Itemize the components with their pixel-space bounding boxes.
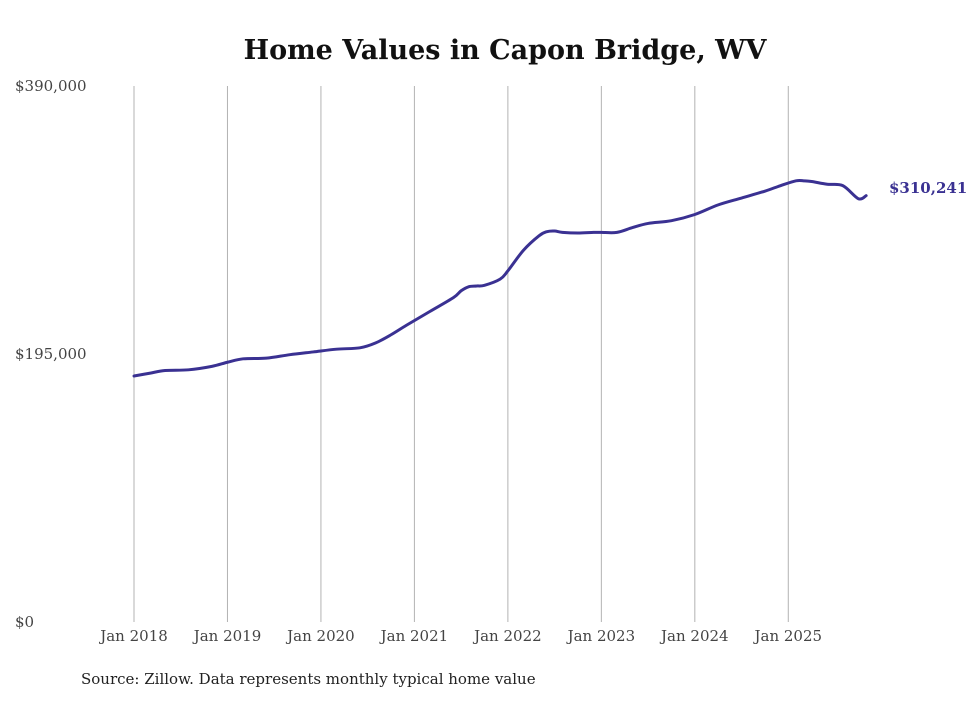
- x-tick-label: Jan 2022: [472, 627, 542, 645]
- series-line-0: [132, 178, 868, 378]
- end-value-label: $310,241: [889, 179, 967, 197]
- x-axis-ticks: Jan 2018 Jan 2019 Jan 2020 Jan 2021 Jan 2022…: [98, 627, 822, 645]
- y-axis-ticks: $0 $195,000 $390,000: [15, 77, 87, 631]
- gridlines: [133, 86, 789, 622]
- x-tick-label: Jan 2020: [285, 627, 355, 645]
- source-note: Source: Zillow. Data represents monthly …: [81, 670, 536, 688]
- x-tick-label: Jan 2018: [98, 627, 168, 645]
- x-tick-label: Jan 2023: [566, 627, 636, 645]
- y-tick-label: $0: [15, 613, 34, 631]
- x-tick-label: Jan 2024: [659, 627, 729, 645]
- x-tick-label: Jan 2025: [753, 627, 823, 645]
- y-tick-label: $390,000: [15, 77, 87, 95]
- y-tick-label: $195,000: [15, 345, 87, 363]
- series-layer: [132, 178, 868, 378]
- x-tick-label: Jan 2021: [379, 627, 449, 645]
- chart-title: Home Values in Capon Bridge, WV: [244, 35, 768, 66]
- x-tick-label: Jan 2019: [192, 627, 262, 645]
